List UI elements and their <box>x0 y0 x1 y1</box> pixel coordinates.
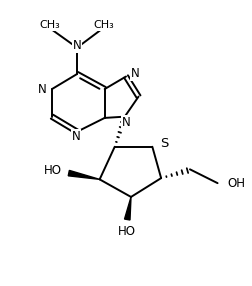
Text: N: N <box>122 116 130 129</box>
Text: CH₃: CH₃ <box>39 20 60 30</box>
Text: OH: OH <box>228 177 246 190</box>
Text: N: N <box>131 67 139 80</box>
Polygon shape <box>124 197 131 220</box>
Text: CH₃: CH₃ <box>93 20 114 30</box>
Polygon shape <box>68 170 100 179</box>
Text: S: S <box>160 137 169 150</box>
Text: N: N <box>72 130 80 143</box>
Text: N: N <box>73 39 81 52</box>
Text: N: N <box>38 83 46 96</box>
Text: HO: HO <box>118 225 136 238</box>
Text: HO: HO <box>44 164 62 177</box>
